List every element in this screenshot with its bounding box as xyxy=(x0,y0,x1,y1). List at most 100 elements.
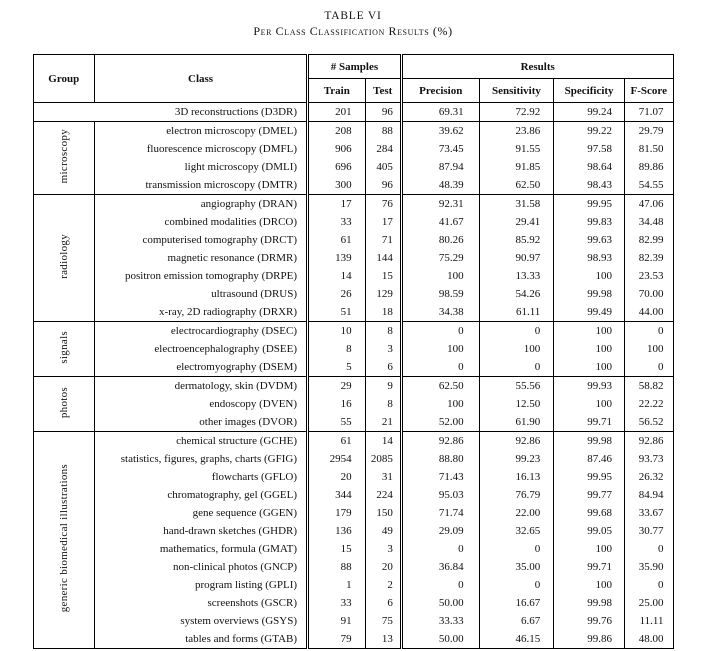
specificity-value-cell: 100 xyxy=(553,358,625,377)
class-name-cell: flowcharts (GFLO) xyxy=(94,468,308,486)
fscore-value-cell: 82.39 xyxy=(623,249,673,267)
table-row: combined modalities (DRCO) 33 17 41.67 2… xyxy=(33,213,673,231)
test-count-cell: 21 xyxy=(364,413,402,432)
class-name-cell: statistics, figures, graphs, charts (GFI… xyxy=(94,450,308,468)
test-count-cell: 71 xyxy=(364,231,402,249)
train-count-cell: 61 xyxy=(306,431,366,450)
table-row: electromyography (DSEM) 5 6 0 0 100 0 xyxy=(33,358,673,377)
table-row: system overviews (GSYS) 91 75 33.33 6.67… xyxy=(33,612,673,630)
group-section: generic biomedical illustrations chemica… xyxy=(33,431,673,649)
precision-value-cell: 48.39 xyxy=(399,176,480,195)
specificity-value-cell: 99.77 xyxy=(553,486,625,504)
fscore-value-cell: 81.50 xyxy=(623,140,673,158)
precision-value-cell: 92.86 xyxy=(399,431,480,450)
test-count-cell: 144 xyxy=(364,249,402,267)
specificity-value-cell: 100 xyxy=(553,540,625,558)
group-label: microscopy xyxy=(33,121,95,195)
table-row: radiology angiography (DRAN) 17 76 92.31… xyxy=(33,194,673,322)
fscore-value-cell: 58.82 xyxy=(623,376,673,395)
train-count-cell: 5 xyxy=(306,358,366,377)
precision-value-cell: 34.38 xyxy=(399,303,480,322)
precision-value-cell: 29.09 xyxy=(399,522,480,540)
precision-value-cell: 100 xyxy=(399,395,480,413)
table-row: mathematics, formula (GMAT) 15 3 0 0 100… xyxy=(33,540,673,558)
precision-value-cell: 92.31 xyxy=(399,194,480,213)
specificity-value-cell: 99.05 xyxy=(553,522,625,540)
group-section: photos dermatology, skin (DVDM) 29 9 62.… xyxy=(33,376,673,432)
fscore-value-cell: 93.73 xyxy=(623,450,673,468)
fscore-value-cell: 84.94 xyxy=(623,486,673,504)
train-count-cell: 344 xyxy=(306,486,366,504)
test-count-cell: 3 xyxy=(364,340,402,358)
specificity-value-cell: 100 xyxy=(553,576,625,594)
header-test: Test xyxy=(364,78,402,103)
precision-value-cell: 71.74 xyxy=(399,504,480,522)
specificity-value-cell: 99.93 xyxy=(553,376,625,395)
precision-value-cell: 98.59 xyxy=(399,285,480,303)
fscore-value-cell: 0 xyxy=(623,358,673,377)
test-count-cell: 20 xyxy=(364,558,402,576)
table-row: photos dermatology, skin (DVDM) 29 9 62.… xyxy=(33,376,673,432)
precision-value-cell: 69.31 xyxy=(399,102,480,122)
header-fscore: F-Score xyxy=(623,78,673,103)
table-row: positron emission tomography (DRPE) 14 1… xyxy=(33,267,673,285)
test-count-cell: 17 xyxy=(364,213,402,231)
specificity-value-cell: 99.71 xyxy=(553,558,625,576)
specificity-value-cell: 99.98 xyxy=(553,431,625,450)
train-count-cell: 88 xyxy=(306,558,366,576)
fscore-value-cell: 22.22 xyxy=(623,395,673,413)
specificity-value-cell: 98.43 xyxy=(553,176,625,195)
table-row: microscopy electron microscopy (DMEL) 20… xyxy=(33,121,673,195)
table-row: flowcharts (GFLO) 20 31 71.43 16.13 99.9… xyxy=(33,468,673,486)
table-row: statistics, figures, graphs, charts (GFI… xyxy=(33,450,673,468)
group-section: radiology angiography (DRAN) 17 76 92.31… xyxy=(33,194,673,322)
precision-value-cell: 62.50 xyxy=(399,376,480,395)
test-count-cell: 76 xyxy=(364,194,402,213)
classification-results-table: Group Class # Samples Results Train Test… xyxy=(32,54,674,649)
group-label-text: photos xyxy=(57,386,70,419)
train-count-cell: 16 xyxy=(306,395,366,413)
class-name-cell: non-clinical photos (GNCP) xyxy=(94,558,308,576)
sensitivity-value-cell: 91.55 xyxy=(478,140,554,158)
fscore-value-cell: 70.00 xyxy=(623,285,673,303)
specificity-value-cell: 100 xyxy=(553,321,625,340)
specificity-value-cell: 99.76 xyxy=(553,612,625,630)
specificity-value-cell: 100 xyxy=(553,340,625,358)
test-count-cell: 405 xyxy=(364,158,402,176)
header-precision: Precision xyxy=(399,78,480,103)
test-count-cell: 96 xyxy=(364,176,402,195)
train-count-cell: 906 xyxy=(306,140,366,158)
table-row: chromatography, gel (GGEL) 344 224 95.03… xyxy=(33,486,673,504)
precision-value-cell: 33.33 xyxy=(399,612,480,630)
sensitivity-value-cell: 76.79 xyxy=(478,486,554,504)
group-section: signals electrocardiography (DSEC) 10 8 … xyxy=(33,321,673,377)
class-name-cell: transmission microscopy (DMTR) xyxy=(94,176,308,195)
test-count-cell: 6 xyxy=(364,358,402,377)
precision-value-cell: 52.00 xyxy=(399,413,480,432)
train-count-cell: 300 xyxy=(306,176,366,195)
sensitivity-value-cell: 31.58 xyxy=(478,194,554,213)
test-count-cell: 6 xyxy=(364,594,402,612)
class-name-cell: ultrasound (DRUS) xyxy=(94,285,308,303)
train-count-cell: 136 xyxy=(306,522,366,540)
header-specificity: Specificity xyxy=(553,78,625,103)
precision-value-cell: 0 xyxy=(399,358,480,377)
test-count-cell: 75 xyxy=(364,612,402,630)
train-count-cell: 55 xyxy=(306,413,366,432)
specificity-value-cell: 98.64 xyxy=(553,158,625,176)
class-name-cell: endoscopy (DVEN) xyxy=(94,395,308,413)
sensitivity-value-cell: 61.11 xyxy=(478,303,554,322)
fscore-value-cell: 30.77 xyxy=(623,522,673,540)
train-count-cell: 20 xyxy=(306,468,366,486)
sensitivity-value-cell: 85.92 xyxy=(478,231,554,249)
test-count-cell: 2 xyxy=(364,576,402,594)
table-caption: TABLE VI Per Class Classification Result… xyxy=(0,0,706,39)
fscore-value-cell: 33.67 xyxy=(623,504,673,522)
class-name-cell: other images (DVOR) xyxy=(94,413,308,432)
train-count-cell: 696 xyxy=(306,158,366,176)
table-row: other images (DVOR) 55 21 52.00 61.90 99… xyxy=(33,413,673,432)
train-count-cell: 14 xyxy=(306,267,366,285)
test-count-cell: 8 xyxy=(364,321,402,340)
header-samples: # Samples xyxy=(306,54,402,79)
train-count-cell: 26 xyxy=(306,285,366,303)
